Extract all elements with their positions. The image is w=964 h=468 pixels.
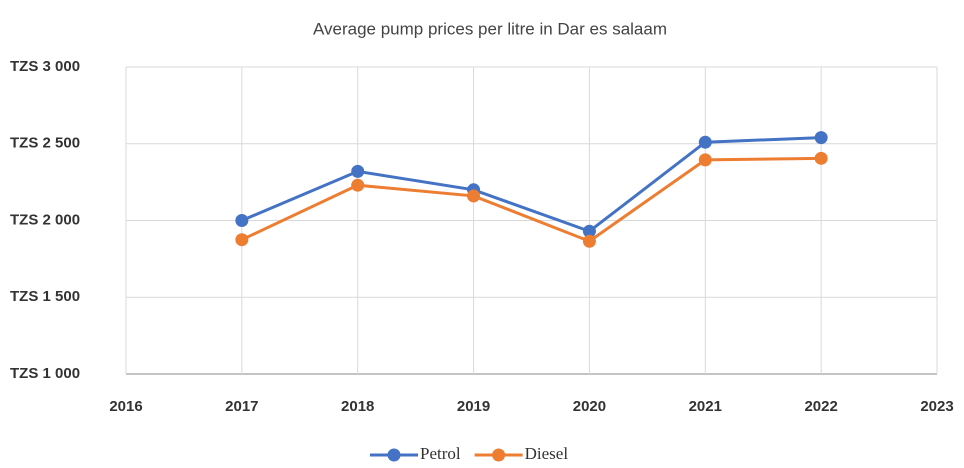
x-tick-label: 2016 [109,398,142,415]
x-tick-label: 2023 [920,398,953,415]
data-point [235,214,249,227]
data-point [351,178,365,192]
x-tick-label: 2018 [341,398,374,415]
series-line [241,156,822,243]
x-tick-label: 2021 [689,398,722,415]
data-point [698,153,712,167]
x-tick-label: 2017 [225,398,258,415]
data-point [582,224,596,238]
x-tick-label: 2019 [457,398,490,415]
data-point [582,234,596,248]
legend-marker [387,448,401,462]
y-tick-label: TZS 2 500 [10,135,80,152]
y-tick-label: TZS 2 000 [10,211,80,228]
y-tick-label: TZS 3 000 [10,58,80,75]
data-point [814,151,828,165]
legend-label: Diesel [525,444,569,463]
series-line [241,136,822,233]
legend-marker [492,448,506,462]
y-tick-label: TZS 1 000 [10,365,80,382]
chart-title: Average pump prices per litre in Dar es … [313,19,667,38]
data-point [235,233,249,247]
x-tick-label: 2022 [804,398,837,415]
data-point [814,131,828,145]
y-tick-label: TZS 1 500 [10,288,80,305]
data-point [467,189,481,203]
data-point [351,164,365,178]
legend-label: Petrol [420,444,461,463]
data-point [698,135,712,149]
x-tick-label: 2020 [573,398,606,415]
